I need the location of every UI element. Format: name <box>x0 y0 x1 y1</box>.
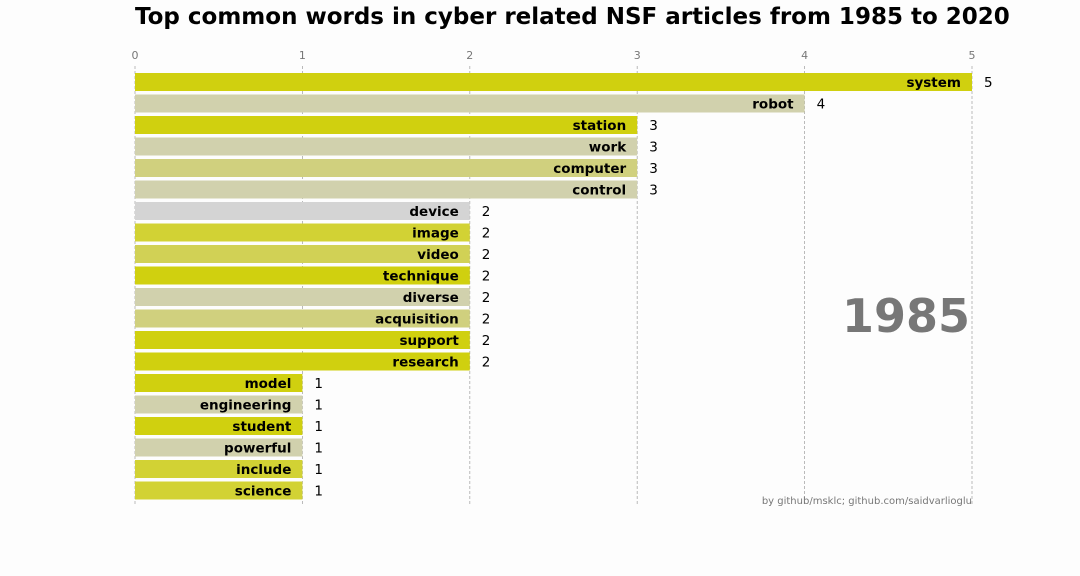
bar <box>135 417 303 435</box>
bar <box>135 202 470 220</box>
bar-label: engineering <box>200 398 292 414</box>
bar-value-label: 1 <box>314 376 323 392</box>
bar <box>135 288 470 306</box>
bar-value-label: 3 <box>649 183 658 199</box>
bar-value-label: 1 <box>314 419 323 435</box>
chart-title: Top common words in cyber related NSF ar… <box>135 4 1010 30</box>
bar-label: control <box>572 183 626 199</box>
bar-label: image <box>412 226 459 242</box>
bar-value-label: 1 <box>314 462 323 478</box>
bar-label: computer <box>553 161 626 177</box>
x-tick-label: 5 <box>969 49 976 62</box>
bar-label: science <box>235 484 292 500</box>
bar-value-label: 1 <box>314 398 323 414</box>
x-tick-label: 4 <box>801 49 808 62</box>
bar <box>135 266 470 285</box>
bar-label: powerful <box>224 441 291 457</box>
bar-label: include <box>236 462 291 478</box>
bar <box>135 94 805 113</box>
bar-label: device <box>409 204 458 220</box>
bar-label: student <box>232 419 292 435</box>
bar-value-label: 2 <box>482 333 491 349</box>
bar-label: video <box>417 247 459 263</box>
bar <box>135 180 638 199</box>
x-tick-label: 3 <box>634 49 641 62</box>
bar-value-label: 2 <box>482 269 491 285</box>
bar-label: acquisition <box>375 312 459 328</box>
bar-label: model <box>245 376 292 392</box>
bar-value-label: 2 <box>482 204 491 220</box>
bar-value-label: 2 <box>482 226 491 242</box>
bar <box>135 116 638 134</box>
year-label: 1985 <box>842 289 970 343</box>
bar-value-label: 3 <box>649 140 658 156</box>
x-tick-label: 2 <box>466 49 473 62</box>
bar-label: work <box>589 140 627 156</box>
x-tick-label: 0 <box>132 49 139 62</box>
bar <box>135 245 470 263</box>
bar <box>135 73 972 91</box>
bar <box>135 395 303 414</box>
credit-label: by github/msklc; github.com/saidvarliogl… <box>762 496 972 507</box>
bar-label: research <box>392 355 458 371</box>
bar <box>135 159 638 177</box>
bar <box>135 352 470 371</box>
bar-value-label: 1 <box>314 484 323 500</box>
bar-label: diverse <box>403 290 459 306</box>
bar-value-label: 5 <box>984 75 993 91</box>
bar-label: system <box>906 75 961 91</box>
bar <box>135 374 303 392</box>
bar <box>135 223 470 242</box>
bar <box>135 331 470 349</box>
bar <box>135 481 303 500</box>
bars: system 5 robot 4 station 3 work 3 computer 3 contr… <box>135 73 993 500</box>
bar-value-label: 4 <box>817 97 826 113</box>
bar-label: robot <box>752 97 794 113</box>
bar-value-label: 2 <box>482 247 491 263</box>
bar-label: station <box>573 118 627 134</box>
bar <box>135 438 303 457</box>
bar-value-label: 2 <box>482 355 491 371</box>
bar <box>135 309 470 328</box>
x-tick-label: 1 <box>299 49 306 62</box>
bar-value-label: 2 <box>482 312 491 328</box>
bar-label: support <box>399 333 459 349</box>
bar-value-label: 1 <box>314 441 323 457</box>
bar-value-label: 2 <box>482 290 491 306</box>
bar <box>135 460 303 478</box>
bar <box>135 137 638 156</box>
bar-value-label: 3 <box>649 118 658 134</box>
bar-value-label: 3 <box>649 161 658 177</box>
bar-label: technique <box>383 269 459 285</box>
